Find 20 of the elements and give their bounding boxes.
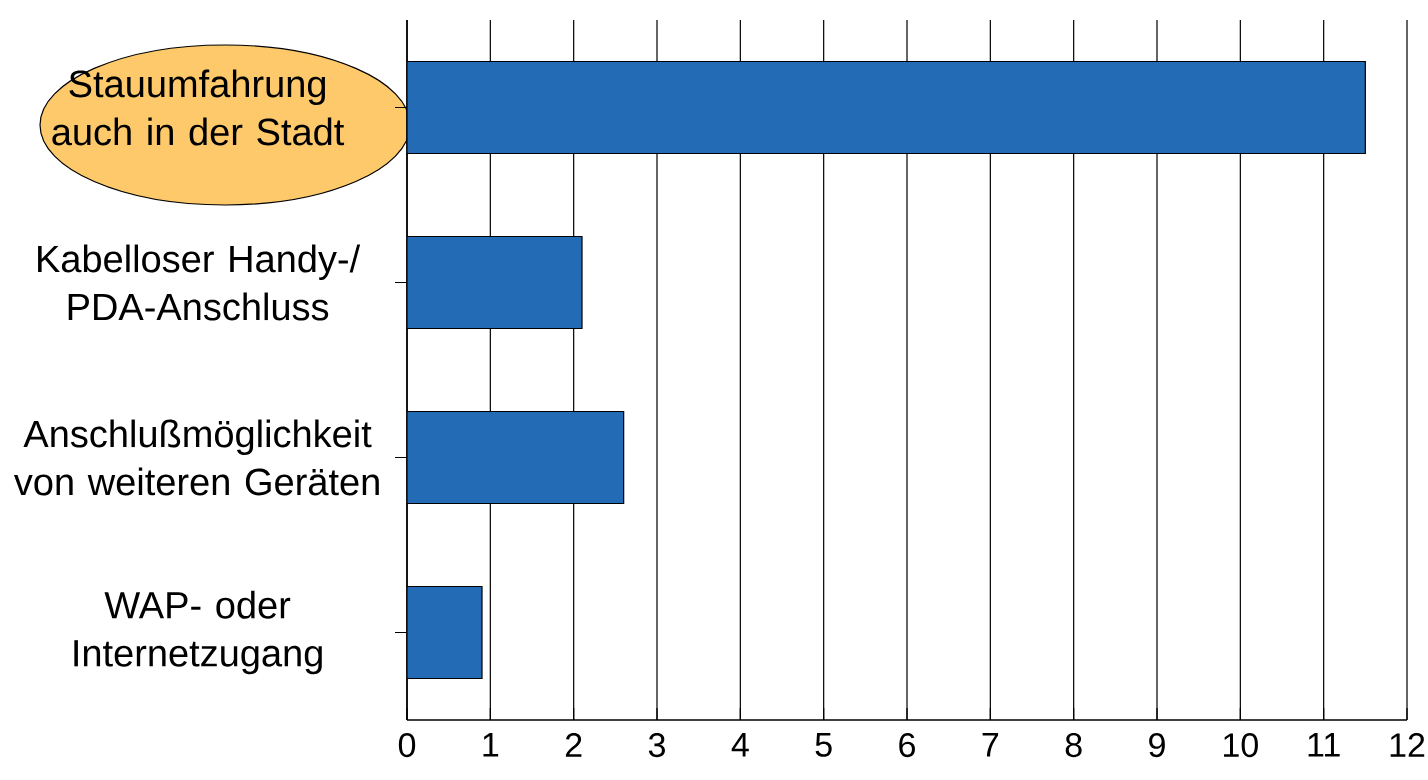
bar [407, 410, 625, 505]
x-tick-label: 5 [815, 733, 832, 757]
y-tick-label: Kabelloser Handy-/ PDA-Anschluss [38, 244, 361, 321]
x-tick-label: 7 [982, 733, 999, 757]
bar [407, 235, 583, 330]
x-tick-label: 1 [483, 733, 499, 757]
bar [407, 585, 483, 680]
x-tick-label: 12 [1390, 733, 1425, 757]
x-tick-label: 8 [1065, 733, 1082, 758]
y-tick-label: Stauumfahrung auch in der Stadt [52, 69, 345, 146]
x-tick-label: 10 [1224, 733, 1258, 758]
x-tick-label: 4 [731, 733, 749, 757]
x-tick-label: 9 [1149, 733, 1165, 758]
x-tick-label: 11 [1308, 733, 1340, 757]
x-tick-label: 3 [648, 733, 665, 758]
x-tick-label: 6 [899, 733, 915, 758]
x-tick-label: 2 [565, 733, 582, 757]
x-tick-label: 0 [398, 733, 416, 758]
y-tick-label: WAP- oder Internetzugang [74, 590, 322, 675]
y-tick-label: Anschlußmöglichkeit von weiteren Geräten [13, 419, 379, 496]
